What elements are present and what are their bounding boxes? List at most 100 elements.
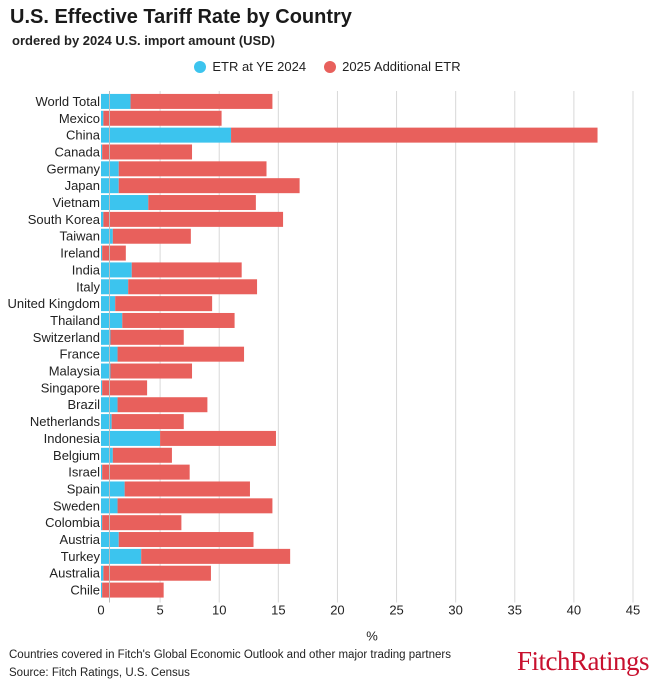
y-category-label: Italy [76, 279, 100, 294]
bar-japan-additional-2025 [118, 178, 300, 194]
bar-spain-additional-2025 [124, 481, 250, 497]
y-category-label: Chile [70, 583, 100, 598]
bar-thailand-additional-2025 [122, 312, 235, 328]
bar-belgium-etr-2024 [101, 447, 113, 463]
bar-australia-etr-2024 [101, 565, 104, 581]
bar-ireland-additional-2025 [102, 245, 126, 261]
bar-turkey-etr-2024 [101, 548, 142, 564]
y-category-label: Canada [54, 144, 100, 159]
bar-vietnam-etr-2024 [101, 195, 149, 211]
legend-label-etr-2024: ETR at YE 2024 [212, 59, 307, 74]
y-category-label: Taiwan [60, 229, 100, 244]
bar-italy-additional-2025 [128, 279, 258, 295]
y-category-label: China [66, 128, 101, 143]
bar-canada-additional-2025 [102, 144, 193, 160]
x-tick-label-5: 5 [156, 603, 163, 618]
y-category-label: Malaysia [49, 364, 101, 379]
bar-colombia-additional-2025 [102, 515, 182, 531]
bar-brazil-additional-2025 [117, 397, 208, 413]
fitch-ratings-logo: FitchRatings [516, 646, 650, 676]
footnote: Countries covered in Fitch's Global Econ… [9, 649, 451, 661]
bar-singapore-additional-2025 [102, 380, 148, 396]
bar-united-kingdom-additional-2025 [115, 296, 213, 312]
legend-swatch-etr-2024 [194, 60, 207, 73]
x-tick-label-20: 20 [330, 603, 344, 618]
bar-malaysia-etr-2024 [101, 363, 111, 379]
legend-swatch-additional-2025 [324, 60, 337, 73]
bar-india-etr-2024 [101, 262, 132, 278]
y-category-label: Netherlands [30, 414, 101, 429]
y-category-label: Ireland [60, 246, 100, 261]
bar-singapore-etr-2024 [101, 380, 103, 396]
bar-vietnam-additional-2025 [148, 195, 256, 211]
y-category-label: Switzerland [33, 330, 100, 345]
y-category-label: India [72, 262, 101, 277]
bar-mexico-additional-2025 [103, 110, 222, 126]
legend: ETR at YE 2024 2025 Additional ETR [0, 59, 655, 74]
y-category-label: Vietnam [53, 195, 100, 210]
source-note: Source: Fitch Ratings, U.S. Census [9, 667, 190, 679]
legend-item-additional-2025: 2025 Additional ETR [324, 59, 461, 74]
bar-chile-etr-2024 [101, 582, 103, 598]
bar-germany-additional-2025 [118, 161, 267, 177]
y-category-label: Austria [60, 532, 101, 547]
y-category-label: Japan [65, 178, 100, 193]
y-category-label: Indonesia [44, 431, 101, 446]
bar-malaysia-additional-2025 [110, 363, 193, 379]
y-category-label: Israel [68, 465, 100, 480]
bar-taiwan-additional-2025 [112, 228, 191, 244]
bar-mexico-etr-2024 [101, 110, 104, 126]
bar-world-total-additional-2025 [130, 93, 273, 109]
y-category-label: Brazil [67, 397, 100, 412]
x-axis-label: % [366, 629, 378, 644]
bar-united-kingdom-etr-2024 [101, 296, 116, 312]
chart-title: U.S. Effective Tariff Rate by Country [10, 6, 352, 28]
bar-indonesia-etr-2024 [101, 430, 161, 446]
bar-australia-additional-2025 [103, 565, 211, 581]
y-category-label: United Kingdom [8, 296, 101, 311]
y-category-label: World Total [35, 94, 100, 109]
x-tick-label-30: 30 [448, 603, 462, 618]
bar-china-etr-2024 [101, 127, 232, 143]
bar-taiwan-etr-2024 [101, 228, 113, 244]
x-tick-label-40: 40 [567, 603, 581, 618]
bar-switzerland-additional-2025 [110, 329, 184, 345]
y-category-label: Spain [67, 481, 100, 496]
bar-indonesia-additional-2025 [160, 430, 276, 446]
bar-world-total-etr-2024 [101, 93, 131, 109]
bar-france-additional-2025 [117, 346, 245, 362]
bar-israel-etr-2024 [101, 464, 103, 480]
bar-colombia-etr-2024 [101, 515, 103, 531]
y-category-label: South Korea [28, 212, 101, 227]
x-tick-label-25: 25 [389, 603, 403, 618]
y-category-label: Sweden [53, 498, 100, 513]
y-category-label: Australia [49, 566, 100, 581]
bar-ireland-etr-2024 [101, 245, 103, 261]
bar-netherlands-additional-2025 [111, 414, 184, 430]
x-tick-label-10: 10 [212, 603, 226, 618]
y-category-label: Thailand [50, 313, 100, 328]
bar-canada-etr-2024 [101, 144, 103, 160]
bar-belgium-additional-2025 [112, 447, 172, 463]
bar-thailand-etr-2024 [101, 312, 123, 328]
bar-turkey-additional-2025 [141, 548, 291, 564]
y-category-label: Colombia [45, 515, 101, 530]
y-category-label: Turkey [61, 549, 101, 564]
bar-italy-etr-2024 [101, 279, 129, 295]
x-tick-label-0: 0 [97, 603, 104, 618]
x-tick-label-15: 15 [271, 603, 285, 618]
bar-india-additional-2025 [131, 262, 242, 278]
legend-label-additional-2025: 2025 Additional ETR [342, 59, 461, 74]
x-tick-label-35: 35 [508, 603, 522, 618]
bar-chile-additional-2025 [102, 582, 164, 598]
x-tick-label-45: 45 [626, 603, 640, 618]
bar-china-additional-2025 [231, 127, 598, 143]
bar-spain-etr-2024 [101, 481, 125, 497]
bar-south-korea-etr-2024 [101, 211, 104, 227]
y-category-label: Belgium [53, 448, 100, 463]
y-category-label: Singapore [41, 380, 100, 395]
bar-south-korea-additional-2025 [103, 211, 284, 227]
chart-subtitle: ordered by 2024 U.S. import amount (USD) [12, 33, 275, 48]
bar-sweden-additional-2025 [117, 498, 273, 514]
bar-switzerland-etr-2024 [101, 329, 111, 345]
